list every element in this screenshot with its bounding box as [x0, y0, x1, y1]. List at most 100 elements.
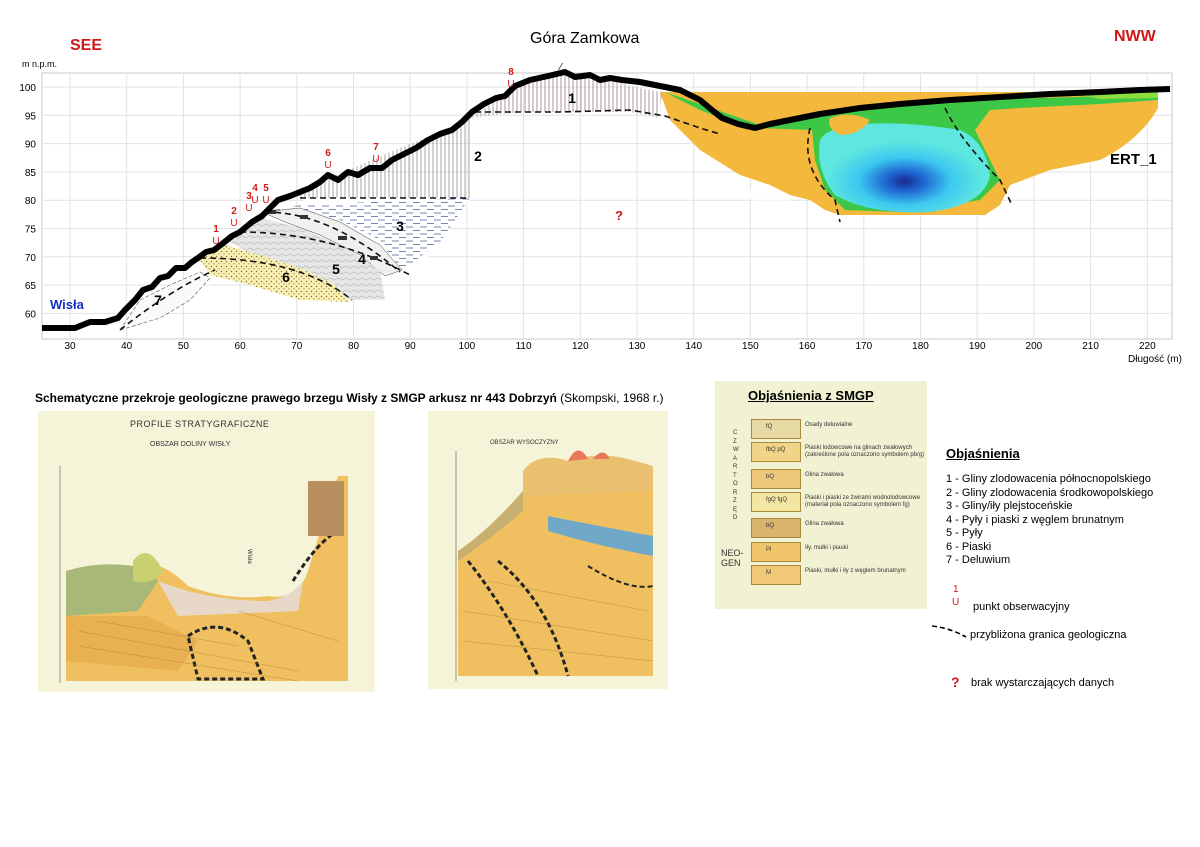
- obs-point-number: 7: [373, 142, 379, 153]
- smgp-swatch-symbol: bQ: [766, 523, 775, 529]
- obs-point-number: 6: [325, 148, 331, 159]
- obs-point-symbol: U: [230, 218, 237, 229]
- legend-question-mark: ?: [951, 674, 960, 690]
- layer-number: 2: [474, 148, 482, 164]
- smgp-swatch: bQ: [751, 469, 801, 489]
- smgp-swatch-symbol: Pl: [766, 547, 772, 553]
- explanation-item: 3 - Gliny/iły plejstoceńskie: [946, 500, 1073, 512]
- obs-point-number: 3: [246, 191, 252, 202]
- x-tick-label: 30: [64, 341, 76, 352]
- obs-point-symbol: U: [212, 236, 219, 247]
- layer-5: [225, 218, 385, 300]
- profile-title: Góra Zamkowa: [530, 30, 640, 47]
- direction-left: SEE: [70, 37, 103, 54]
- x-tick-label: 150: [742, 341, 759, 352]
- stratigraphic-profile-panel: PROFILE STRATYGRAFICZNE OBSZAR DOLINY WI…: [38, 411, 375, 692]
- panel-2-cross-section: [455, 450, 654, 681]
- x-tick-label: 200: [1026, 341, 1043, 352]
- x-tick-label: 130: [629, 341, 646, 352]
- smgp-row-text: Osady deluwialne: [805, 422, 853, 428]
- y-tick-label: 60: [25, 309, 37, 320]
- y-tick-label: 65: [25, 281, 37, 292]
- obs-point-number: 4: [252, 183, 258, 194]
- x-tick-label: 140: [685, 341, 702, 352]
- legend-obs-number: 1: [953, 584, 959, 595]
- x-axis-label: Długość (m): [1128, 354, 1182, 365]
- explanation-item: 6 - Piaski: [946, 540, 992, 553]
- y-tick-label: 95: [25, 111, 37, 122]
- terrain-surface: [42, 69, 1171, 331]
- ert-section: [660, 92, 1158, 215]
- smgp-swatch: Pl: [751, 542, 801, 562]
- x-tick-label: 180: [912, 341, 929, 352]
- direction-right: NWW: [1114, 28, 1156, 45]
- north-arrow-tick: ⁄: [557, 62, 563, 73]
- layer-6: [200, 245, 350, 302]
- explanation-item: 1 - Gliny zlodowacenia północnopolskiego: [946, 473, 1151, 485]
- obs-point-number: 8: [508, 67, 514, 78]
- layer-number: 5: [332, 261, 340, 277]
- panel-1-river: Wisła: [246, 549, 252, 564]
- legend-boundary-label: przybliżona granica geologiczna: [970, 629, 1127, 641]
- approx-boundaries: [119, 107, 1013, 331]
- layer-number: 1: [568, 90, 576, 106]
- obs-point-symbol: U: [324, 160, 331, 171]
- y-tick-label: 90: [25, 140, 37, 151]
- smgp-row-text: Iły, mułki i piaski: [805, 545, 848, 551]
- y-tick-label: 80: [25, 196, 37, 207]
- smgp-swatch: fgQ fgQ: [751, 492, 801, 512]
- caption-main: Schematyczne przekroje geologiczne prawe…: [35, 391, 557, 405]
- y-tick-label: 70: [25, 253, 37, 264]
- explanation-item: 4 - Pyły i piaski z węglem brunatnym: [946, 513, 1124, 526]
- caption-source: (Skompski, 1968 r.): [556, 391, 664, 405]
- layer-number: 7: [154, 292, 162, 308]
- explanations-title: Objaśnienia: [946, 446, 1020, 461]
- x-axis-ticks: 30 40 50 60 70 80 90 100 110 120 130 140 150 160 170 18…: [64, 341, 1156, 352]
- smgp-swatch-symbol: fbQ pQ: [766, 447, 786, 453]
- smgp-swatch: bQ: [751, 518, 801, 538]
- layer-number: 3: [396, 218, 404, 234]
- y-axis-unit: m n.p.m.: [22, 59, 57, 69]
- x-tick-label: 100: [459, 341, 476, 352]
- x-tick-label: 170: [855, 341, 872, 352]
- y-axis-ticks: 100 95 90 85 80 75 70 65 60: [19, 83, 36, 320]
- obs-point-symbol: U: [262, 195, 269, 206]
- obs-point-symbol: U: [245, 203, 252, 214]
- explanations-list: 1 - Gliny zlodowacenia północnopolskiego…: [946, 473, 1196, 568]
- x-tick-label: 50: [178, 341, 190, 352]
- maps-caption: Schematyczne przekroje geologiczne prawe…: [35, 391, 664, 405]
- y-tick-label: 100: [19, 83, 36, 94]
- x-tick-label: 90: [405, 341, 417, 352]
- smgp-legend: Objaśnienia z SMGP C Z W A R T O R Z Ę D…: [715, 381, 927, 609]
- x-tick-label: 70: [291, 341, 303, 352]
- obs-point-number: 1: [213, 224, 219, 235]
- x-tick-label: 80: [348, 341, 360, 352]
- smgp-row-text: Glina zwałowa: [805, 472, 844, 478]
- layer-number: 6: [282, 269, 290, 285]
- smgp-swatch-symbol: fgQ fgQ: [766, 497, 788, 503]
- x-tick-label: 160: [799, 341, 816, 352]
- y-tick-label: 75: [25, 225, 37, 236]
- legend-obs-label: punkt obserwacyjny: [973, 601, 1070, 613]
- x-tick-label: 220: [1139, 341, 1156, 352]
- panel-1-cross-section: [59, 466, 348, 683]
- explanation-item: 5 - Pyły: [946, 527, 983, 539]
- layer-number: 4: [358, 251, 366, 267]
- layer-4: [261, 207, 403, 277]
- smgp-era-quaternary: C Z W A R T O R Z Ę D: [733, 430, 739, 521]
- explanations: Objaśnienia 1 - Gliny zlodowacenia półno…: [946, 446, 1196, 568]
- legend-obs-symbol: U: [952, 597, 960, 608]
- obs-point-number: 2: [231, 206, 237, 217]
- x-tick-label: 210: [1082, 341, 1099, 352]
- layer-3: [262, 198, 470, 272]
- ert-label: ERT_1: [1110, 151, 1157, 168]
- obs-point-symbol: U: [372, 154, 379, 165]
- smgp-era-neogene: NEO- GEN: [721, 548, 744, 568]
- y-tick-label: 85: [25, 168, 37, 179]
- obs-point-symbol: U: [251, 195, 258, 206]
- explanation-item: 2 - Gliny zlodowacenia środkowopolskiego: [946, 486, 1154, 499]
- smgp-row-text: Glina zwałowa: [805, 521, 844, 527]
- smgp-swatch-symbol: bQ: [766, 474, 775, 480]
